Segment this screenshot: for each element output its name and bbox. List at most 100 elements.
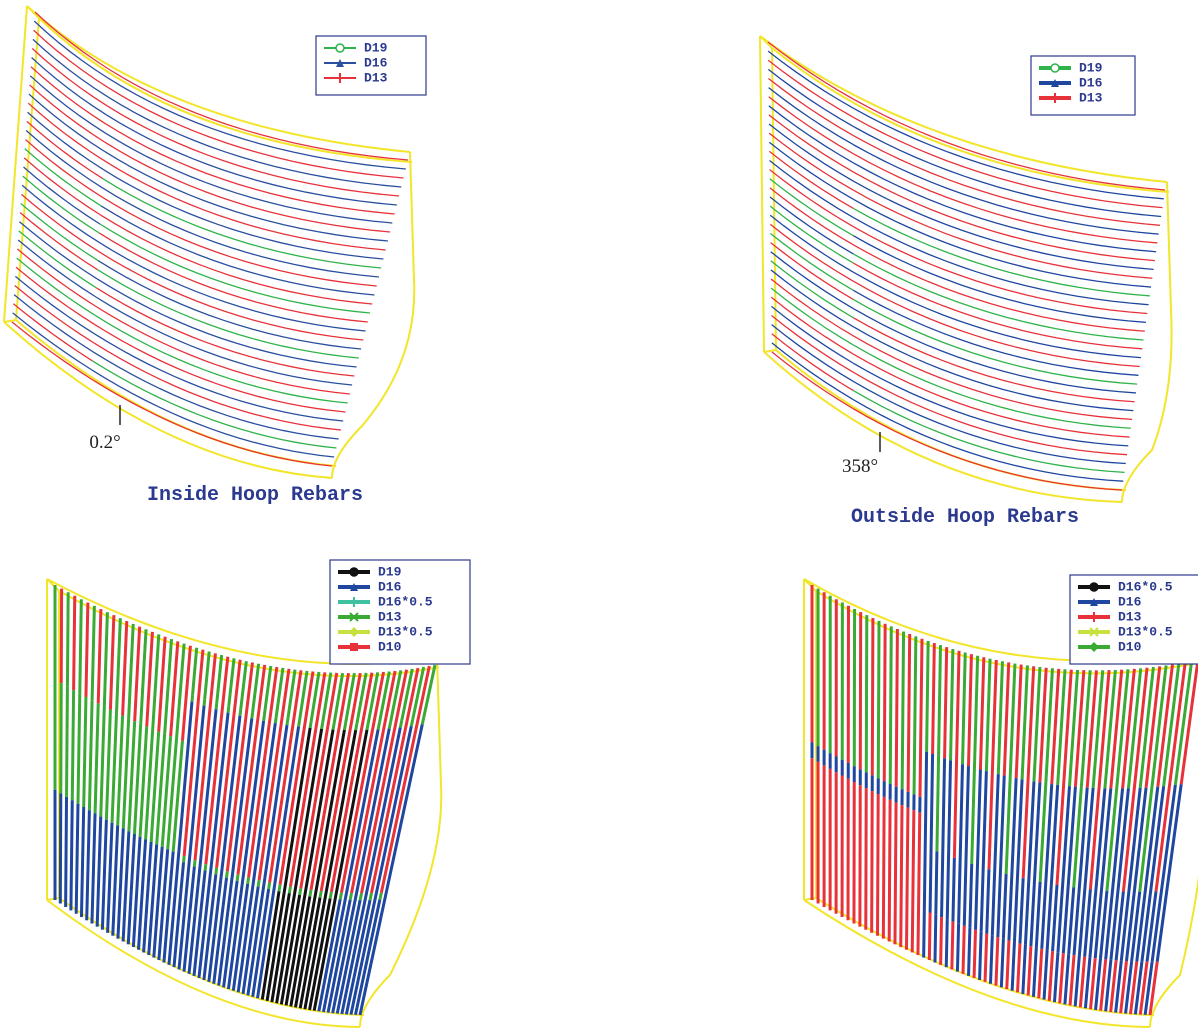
vertical-rebar — [941, 917, 942, 965]
vertical-rebar — [360, 893, 361, 900]
vertical-rebar — [884, 624, 885, 781]
vertical-rebar — [991, 935, 993, 983]
vertical-rebar — [1016, 665, 1021, 779]
vertical-rebar — [1033, 948, 1036, 997]
vertical-rebar — [924, 752, 926, 910]
vertical-rebar — [269, 883, 270, 890]
vertical-rebar — [123, 621, 127, 715]
vertical-rebar — [1012, 942, 1014, 991]
vertical-rebar — [1053, 885, 1057, 951]
vertical-rebar — [129, 624, 134, 718]
vertical-rebar — [248, 725, 287, 995]
vertical-rebar — [1101, 959, 1106, 1010]
vertical-rebar — [954, 651, 959, 858]
vertical-rebar — [95, 703, 98, 813]
legend-label: D13*0.5 — [1118, 624, 1173, 639]
vertical-rebar — [422, 718, 424, 725]
vertical-rebar — [896, 629, 897, 787]
vertical-rebar — [1007, 940, 1009, 989]
legend-label: D16*0.5 — [378, 594, 433, 609]
legend-label: D16*0.5 — [1118, 579, 1173, 594]
frame-edge — [4, 6, 39, 322]
vertical-rebar — [1091, 958, 1096, 1009]
vertical-rebar — [229, 658, 234, 706]
vertical-rebar — [1044, 950, 1047, 1000]
vertical-rebar — [945, 647, 947, 758]
vertical-rebar — [411, 719, 412, 726]
vertical-rebar — [97, 817, 101, 927]
vertical-rebar — [1070, 955, 1074, 1005]
vertical-rebar — [878, 794, 879, 936]
vertical-rebar — [998, 661, 1002, 774]
vertical-rebar — [117, 618, 121, 712]
vertical-rebar — [66, 797, 67, 907]
vertical-rebar — [89, 700, 92, 810]
vertical-rebar — [976, 769, 981, 929]
vertical-rebar — [216, 868, 217, 874]
vertical-rebar — [76, 804, 78, 914]
vertical-rebar — [67, 687, 68, 797]
vertical-rebar — [378, 723, 379, 730]
vertical-rebar — [996, 937, 998, 985]
vertical-rebar — [252, 712, 253, 718]
vertical-rebar — [192, 695, 193, 701]
frame-edge — [760, 36, 776, 352]
vertical-rebar — [330, 892, 331, 899]
vertical-rebar — [924, 910, 925, 957]
legend-label: D19 — [378, 564, 402, 579]
legend-label: D16 — [364, 55, 388, 70]
legend-label: D13 — [378, 609, 402, 624]
vertical-rebar — [1039, 949, 1042, 998]
vertical-rebar — [287, 718, 288, 725]
legend-marker — [350, 568, 358, 576]
vertical-rebar — [275, 717, 276, 723]
vertical-rebar — [1023, 945, 1026, 994]
vertical-rebar — [902, 632, 903, 790]
vertical-rebar — [253, 664, 259, 712]
vertical-rebar — [1054, 952, 1057, 1002]
vertical-rebar — [402, 669, 413, 721]
vertical-rebar — [866, 615, 867, 772]
vertical-rebar — [264, 666, 270, 714]
vertical-rebar — [1060, 953, 1064, 1003]
vertical-rebar — [74, 596, 75, 690]
vertical-rebar — [248, 877, 249, 883]
frame-edge — [332, 152, 414, 478]
frame-edge — [804, 579, 816, 900]
vertical-rebar — [959, 764, 963, 924]
vertical-rebar — [106, 710, 110, 820]
vertical-rebar — [356, 723, 357, 730]
vertical-rebar — [72, 690, 73, 800]
vertical-rebar — [123, 718, 128, 828]
vertical-rebar — [1123, 669, 1135, 789]
vertical-rebar — [289, 887, 290, 894]
vertical-rebar — [883, 797, 884, 939]
vertical-rebar — [951, 649, 953, 760]
vertical-rebar — [890, 626, 891, 784]
legend-label: D10 — [1118, 639, 1142, 654]
vertical-rebar — [947, 760, 950, 919]
angle-label: 0.2° — [89, 432, 120, 453]
vertical-rebar — [1036, 882, 1040, 948]
vertical-rebar — [344, 723, 345, 730]
vertical-rebar — [964, 766, 968, 926]
vertical-rebar — [310, 890, 311, 897]
vertical-rebar — [912, 810, 914, 952]
legend-label: D13*0.5 — [378, 624, 433, 639]
vertical-rebar — [227, 871, 228, 877]
vertical-rebar — [1028, 946, 1031, 995]
vertical-rebar — [987, 869, 989, 933]
vertical-rebar — [1040, 668, 1046, 783]
vertical-rebar — [400, 721, 401, 728]
legend: D16*0.5D16D13D13*0.5D10 — [1070, 575, 1198, 664]
vertical-rebar — [205, 864, 206, 870]
vertical-rebar — [237, 875, 238, 881]
vertical-rebar — [153, 634, 159, 729]
caption: Inside Hoop Rebars — [147, 484, 363, 507]
legend-label: D13 — [1118, 609, 1142, 624]
legend-label: D13 — [364, 70, 388, 85]
vertical-rebar — [942, 758, 945, 917]
vertical-rebar — [241, 661, 247, 709]
